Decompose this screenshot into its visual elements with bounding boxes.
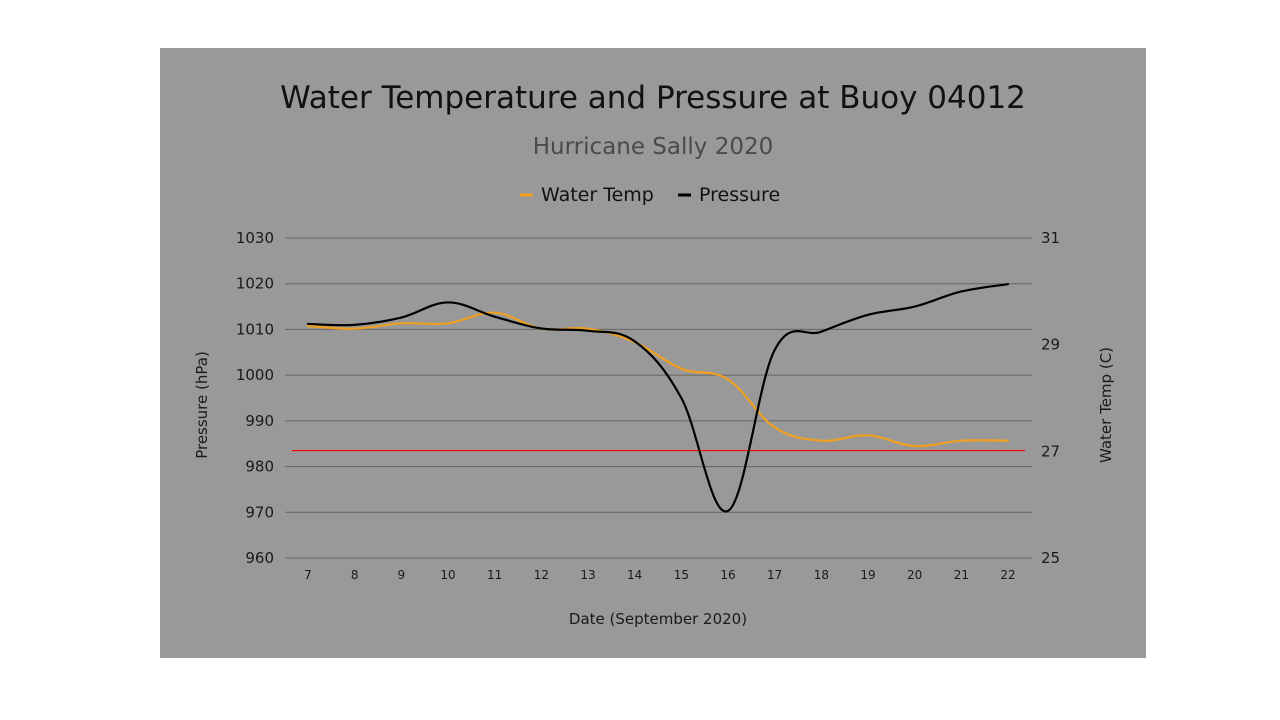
- chart-title: Water Temperature and Pressure at Buoy 0…: [280, 80, 1026, 116]
- x-tick-label: 9: [398, 568, 406, 582]
- x-tick-label: 19: [860, 568, 875, 582]
- x-tick-label: 11: [487, 568, 502, 582]
- y-right-tick-label: 29: [1041, 336, 1060, 354]
- legend-label: Water Temp: [541, 184, 654, 206]
- y-left-tick-label: 1030: [236, 229, 274, 247]
- y-axis-left-ticks: 960 970 980 990 1000 1010 1020 1030: [236, 229, 274, 567]
- x-tick-label: 12: [534, 568, 549, 582]
- x-tick-label: 15: [674, 568, 689, 582]
- y-axis-left-title: Pressure (hPa): [193, 351, 211, 459]
- y-axis-right-ticks: 25 27 29 31: [1041, 229, 1060, 567]
- x-tick-label: 21: [954, 568, 969, 582]
- x-tick-label: 16: [720, 568, 735, 582]
- x-tick-label: 14: [627, 568, 642, 582]
- y-right-tick-label: 25: [1041, 549, 1060, 567]
- x-tick-label: 20: [907, 568, 922, 582]
- x-tick-label: 22: [1000, 568, 1015, 582]
- x-tick-label: 7: [304, 568, 312, 582]
- y-right-tick-label: 31: [1041, 229, 1060, 247]
- x-tick-label: 17: [767, 568, 782, 582]
- legend-label: Pressure: [699, 184, 780, 206]
- series-line-water-temp: [306, 311, 1010, 448]
- series-group: [306, 283, 1010, 513]
- x-axis-ticks: 7 8 9 10 11 12 13 14 15 16 17 18 19 20 21 22: [304, 568, 1015, 582]
- x-axis-title: Date (September 2020): [569, 610, 747, 628]
- y-left-tick-label: 980: [245, 458, 274, 476]
- y-axis-right-title: Water Temp (C): [1097, 347, 1115, 463]
- x-tick-label: 18: [814, 568, 829, 582]
- legend: Water Temp Pressure: [520, 184, 780, 206]
- series-line-pressure: [306, 283, 1010, 513]
- y-left-tick-label: 1010: [236, 320, 274, 338]
- y-left-tick-label: 970: [245, 503, 274, 521]
- y-left-tick-label: 1020: [236, 275, 274, 293]
- x-tick-label: 10: [440, 568, 455, 582]
- y-right-tick-label: 27: [1041, 442, 1060, 460]
- chart-subtitle: Hurricane Sally 2020: [533, 134, 773, 160]
- y-left-tick-label: 960: [245, 549, 274, 567]
- y-left-tick-label: 1000: [236, 366, 274, 384]
- grid: [285, 237, 1032, 559]
- x-tick-label: 13: [580, 568, 595, 582]
- y-left-tick-label: 990: [245, 412, 274, 430]
- x-tick-label: 8: [351, 568, 359, 582]
